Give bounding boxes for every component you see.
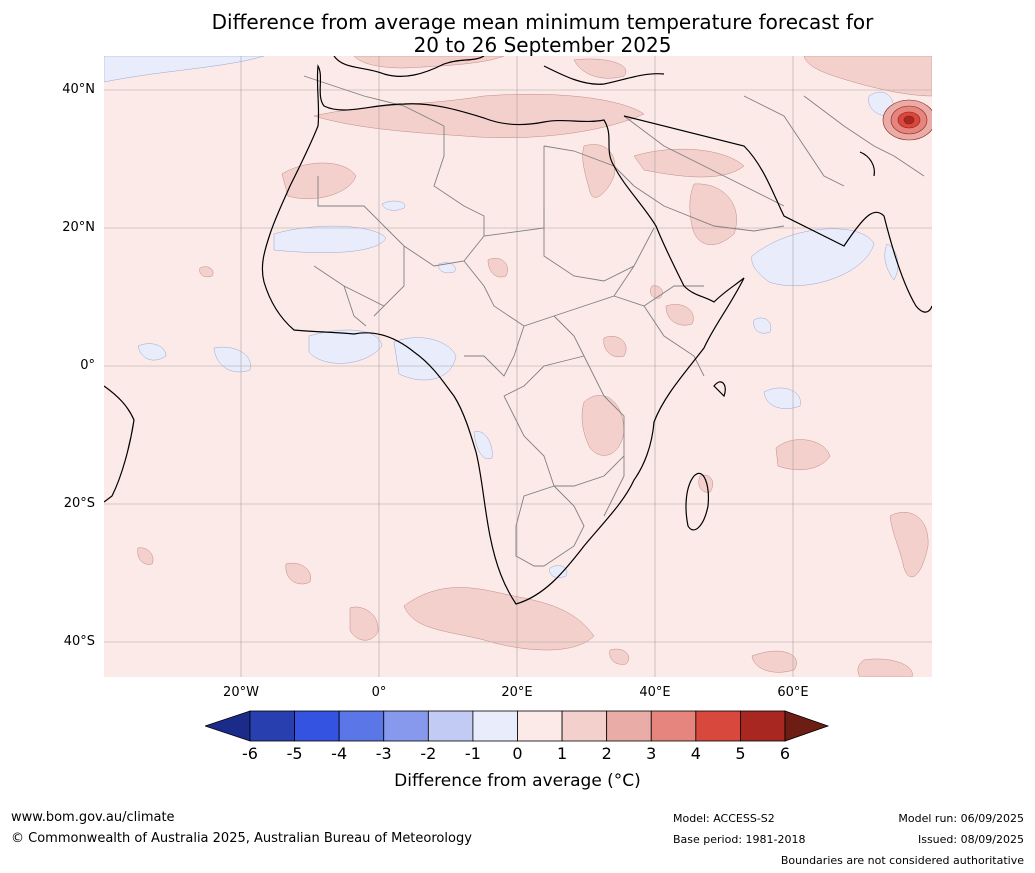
lat-label-40n: 40°N xyxy=(62,82,95,97)
colorbar-label: Difference from average (°C) xyxy=(394,771,641,791)
colorbar xyxy=(205,710,830,742)
colorbar-tick-label: -4 xyxy=(331,744,348,763)
lon-label-20e: 20°E xyxy=(501,685,533,700)
colorbar-tick-label: 1 xyxy=(556,744,568,763)
colorbar-extend-low xyxy=(205,710,251,742)
colorbar-tick-label: 6 xyxy=(779,744,791,763)
map-title-line-1: Difference from average mean minimum tem… xyxy=(211,10,874,34)
coastlines xyxy=(104,56,932,605)
colorbar-bin xyxy=(561,710,608,742)
colorbar-tick-label: 3 xyxy=(646,744,657,763)
colorbar-tick-label: -5 xyxy=(286,744,303,763)
lon-label-20w: 20°W xyxy=(223,685,259,700)
colorbar-bin xyxy=(249,710,295,742)
footer-website: www.bom.gov.au/climate xyxy=(11,810,175,825)
colorbar-bin xyxy=(383,710,429,742)
lon-label-0: 0° xyxy=(371,685,387,700)
graticule xyxy=(104,56,932,677)
colorbar-tick-label: -3 xyxy=(375,744,392,763)
hot-spot xyxy=(882,99,932,141)
footer-disclaimer: Boundaries are not considered authoritat… xyxy=(780,854,1024,867)
lat-label-20s: 20°S xyxy=(63,496,95,511)
colorbar-bin xyxy=(427,710,474,742)
colorbar-bin xyxy=(338,710,385,742)
footer-model-run: Model run: 06/09/2025 xyxy=(898,812,1024,825)
colorbar-bin xyxy=(606,710,652,742)
colorbar-tick-label: -2 xyxy=(420,744,437,763)
colorbar-bin xyxy=(695,710,741,742)
lat-label-20n: 20°N xyxy=(62,220,95,235)
footer-model: Model: ACCESS-S2 xyxy=(673,812,775,825)
warm-anomaly-areas xyxy=(137,56,932,677)
colorbar-tick-label: 2 xyxy=(601,744,612,763)
colorbar-tick-label: -1 xyxy=(464,744,481,763)
footer-issued: Issued: 08/09/2025 xyxy=(917,833,1024,846)
colorbar-tick-label: 4 xyxy=(690,744,701,763)
colorbar-tick-label: 5 xyxy=(735,744,746,763)
footer-base-period: Base period: 1981-2018 xyxy=(673,833,806,846)
lat-label-40s: 40°S xyxy=(63,634,95,649)
colorbar-bin xyxy=(650,710,697,742)
colorbar-bin xyxy=(472,710,518,742)
colorbar-extend-high xyxy=(784,710,830,742)
colorbar-tick-label: -6 xyxy=(242,744,258,763)
lon-label-60e: 60°E xyxy=(777,685,809,700)
colorbar-bin xyxy=(740,710,786,742)
colorbar-bin xyxy=(517,710,563,742)
anomaly-map xyxy=(104,56,932,677)
lon-label-40e: 40°E xyxy=(639,685,671,700)
map-title-line-2: 20 to 26 September 2025 xyxy=(413,33,672,57)
lat-label-0: 0° xyxy=(80,358,95,373)
colorbar-tick-label: 0 xyxy=(512,744,523,763)
cool-anomaly-areas xyxy=(104,56,899,578)
footer-copyright: © Commonwealth of Australia 2025, Austra… xyxy=(11,831,472,846)
country-borders xyxy=(303,75,925,567)
colorbar-bin xyxy=(294,710,340,742)
